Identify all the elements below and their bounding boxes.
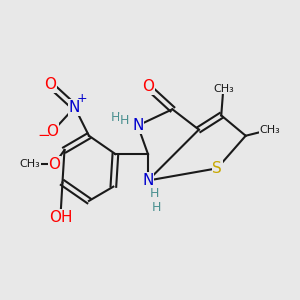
Text: O: O bbox=[48, 157, 60, 172]
Text: OH: OH bbox=[49, 210, 72, 225]
Text: H: H bbox=[120, 114, 129, 127]
Text: H: H bbox=[152, 200, 161, 214]
Text: O: O bbox=[44, 77, 56, 92]
Text: O: O bbox=[142, 80, 154, 94]
Text: CH₃: CH₃ bbox=[260, 124, 280, 135]
Text: N: N bbox=[69, 100, 80, 115]
Text: N: N bbox=[132, 118, 143, 133]
Text: S: S bbox=[212, 161, 222, 176]
Text: H: H bbox=[149, 187, 159, 200]
Text: H: H bbox=[111, 111, 120, 124]
Text: CH₃: CH₃ bbox=[20, 159, 40, 169]
Text: CH₃: CH₃ bbox=[213, 84, 234, 94]
Text: O: O bbox=[46, 124, 58, 139]
Text: −: − bbox=[37, 128, 50, 143]
Text: +: + bbox=[77, 92, 87, 105]
Text: N: N bbox=[142, 173, 154, 188]
